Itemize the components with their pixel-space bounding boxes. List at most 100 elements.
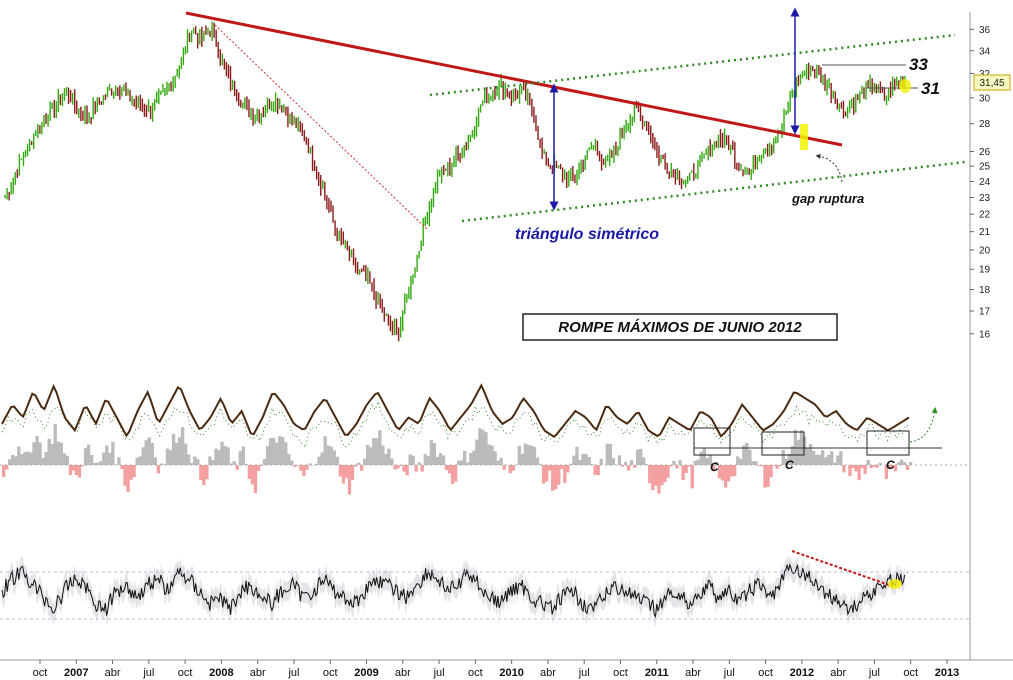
oscillator-hist-bar — [684, 465, 688, 474]
time-axis: oct 2007 abr jul oct 2008 abr jul oct 2009 abr jul o… — [33, 660, 959, 679]
oscillator-hist-bar — [560, 465, 564, 470]
time-tick-label: abr — [395, 667, 411, 679]
oscillator-hist-bar — [687, 465, 691, 467]
oscillator-hist-bar — [760, 465, 764, 467]
oscillator-hist-bar — [908, 462, 913, 465]
c-label-2: C — [785, 458, 794, 472]
price-tick-label: 19 — [979, 265, 991, 276]
oscillator-hist-bar — [617, 455, 622, 465]
price-tick-label: 23 — [979, 193, 991, 204]
level-31-label: 31 — [921, 79, 940, 98]
oscillator-hist-bar — [739, 458, 743, 465]
oscillator-hist-bar — [96, 462, 100, 465]
oscillator-hist-bar — [723, 465, 728, 488]
price-tick-label: 25 — [979, 162, 991, 173]
time-tick-label: oct — [323, 667, 338, 679]
oscillator-hist-bar — [830, 451, 834, 465]
bottom-band-fill — [2, 554, 905, 627]
oscillator-hist-bar — [356, 462, 361, 465]
oscillator-hist-bar — [23, 451, 27, 465]
time-tick-label: 2011 — [645, 667, 669, 679]
gap-highlight — [800, 124, 808, 150]
oscillator-hist-bar — [171, 433, 176, 465]
oscillator-hist-bar — [629, 460, 634, 465]
oscillator-hist-bar — [250, 465, 255, 485]
oscillator-hist-bar — [811, 450, 816, 465]
oscillator-hist-bar — [902, 462, 907, 465]
oscillator-hist-bar — [905, 465, 910, 470]
price-tick-label: 26 — [979, 147, 991, 158]
oscillator-hist-bar — [296, 465, 300, 466]
oscillator-hist-bar — [572, 455, 576, 465]
oscillator-hist-bar — [784, 458, 788, 465]
oscillator-hist-bar — [472, 450, 476, 465]
oscillator-hist-bar — [790, 446, 794, 465]
last-price-label: 31,45 — [979, 78, 1004, 89]
time-tick-label: abr — [250, 667, 266, 679]
oscillator-hist-bar — [393, 465, 397, 470]
oscillator-hist-bar — [80, 465, 85, 467]
time-tick-label: jul — [723, 667, 735, 679]
oscillator-hist-bar — [548, 465, 552, 471]
oscillator-hist-bar — [50, 443, 54, 465]
headline-text: ROMPE MÁXIMOS DE JUNIO 2012 — [558, 319, 802, 336]
oscillator-hist-bar — [863, 465, 867, 475]
oscillator-hist-bar — [469, 452, 473, 465]
oscillator-hist-bar — [268, 438, 273, 465]
oscillator-hist-bar — [775, 465, 779, 469]
oscillator-hist-bar — [733, 465, 737, 477]
oscillator-hist-bar — [438, 453, 443, 465]
oscillator-hist-bar — [842, 465, 846, 473]
oscillator-hist-bar — [235, 465, 239, 470]
oscillator-hist-bar — [444, 465, 449, 470]
oscillator-hist-bar — [678, 460, 682, 465]
oscillator-hist-bar — [460, 460, 464, 465]
oscillator-hist-bar — [487, 444, 491, 465]
oscillator-hist-bar — [557, 465, 561, 485]
oscillator-hist-bar — [854, 465, 858, 472]
oscillator-hist-bar — [217, 450, 221, 465]
oscillator-hist-bar — [824, 457, 828, 465]
oscillator-hist-bar — [720, 465, 725, 481]
long-downtrend-line — [185, 11, 843, 147]
oscillator-hist-bar — [362, 458, 367, 465]
oscillator-hist-bar — [320, 452, 324, 465]
oscillator-hist-bar — [56, 441, 60, 465]
oscillator-hist-bar — [20, 454, 24, 465]
time-tick-label: 2012 — [790, 667, 814, 679]
oscillator-hist-bar — [262, 459, 267, 465]
oscillator-hist-bar — [554, 465, 558, 490]
oscillator-hist-bar — [453, 465, 458, 482]
oscillator-hist-bar — [851, 465, 855, 468]
bottom-indicator-panel — [1, 554, 906, 627]
oscillator-hist-bar — [220, 441, 224, 465]
oscillator-hist-bar — [669, 465, 673, 467]
oscillator-hist-bar — [59, 442, 63, 465]
oscillator-hist-bar — [68, 465, 73, 476]
time-tick-label: jul — [868, 667, 880, 679]
oscillator-hist-bar — [839, 451, 843, 465]
last-price-badge — [973, 74, 1011, 91]
price-tick-label: 34 — [979, 46, 991, 57]
oscillator-up-arrow — [909, 407, 938, 443]
oscillator-hist-bar — [147, 437, 151, 465]
oscillator-hist-bar — [350, 465, 355, 481]
oscillator-hist-bar — [150, 442, 154, 465]
oscillator-hist-bar — [199, 465, 203, 481]
oscillator-hist-bar — [108, 452, 112, 465]
oscillator-hist-bar — [796, 439, 801, 465]
oscillator-hist-bar — [463, 451, 467, 465]
oscillator-hist-bar — [359, 465, 364, 471]
channel-lower-line — [461, 160, 966, 223]
oscillator-hist-bar — [123, 465, 127, 486]
price-tick-label: 28 — [979, 119, 991, 130]
oscillator-hist-bar — [429, 440, 434, 465]
oscillator-hist-bar — [529, 445, 534, 465]
price-tick-label: 24 — [979, 177, 991, 188]
time-tick-label: jul — [433, 667, 445, 679]
oscillator-hist-bar — [38, 442, 42, 465]
oscillator-hist-bar — [754, 461, 758, 465]
oscillator-hist-bar — [757, 465, 761, 466]
oscillator-hist-bar — [435, 456, 440, 465]
price-tick-label: 17 — [979, 307, 991, 318]
